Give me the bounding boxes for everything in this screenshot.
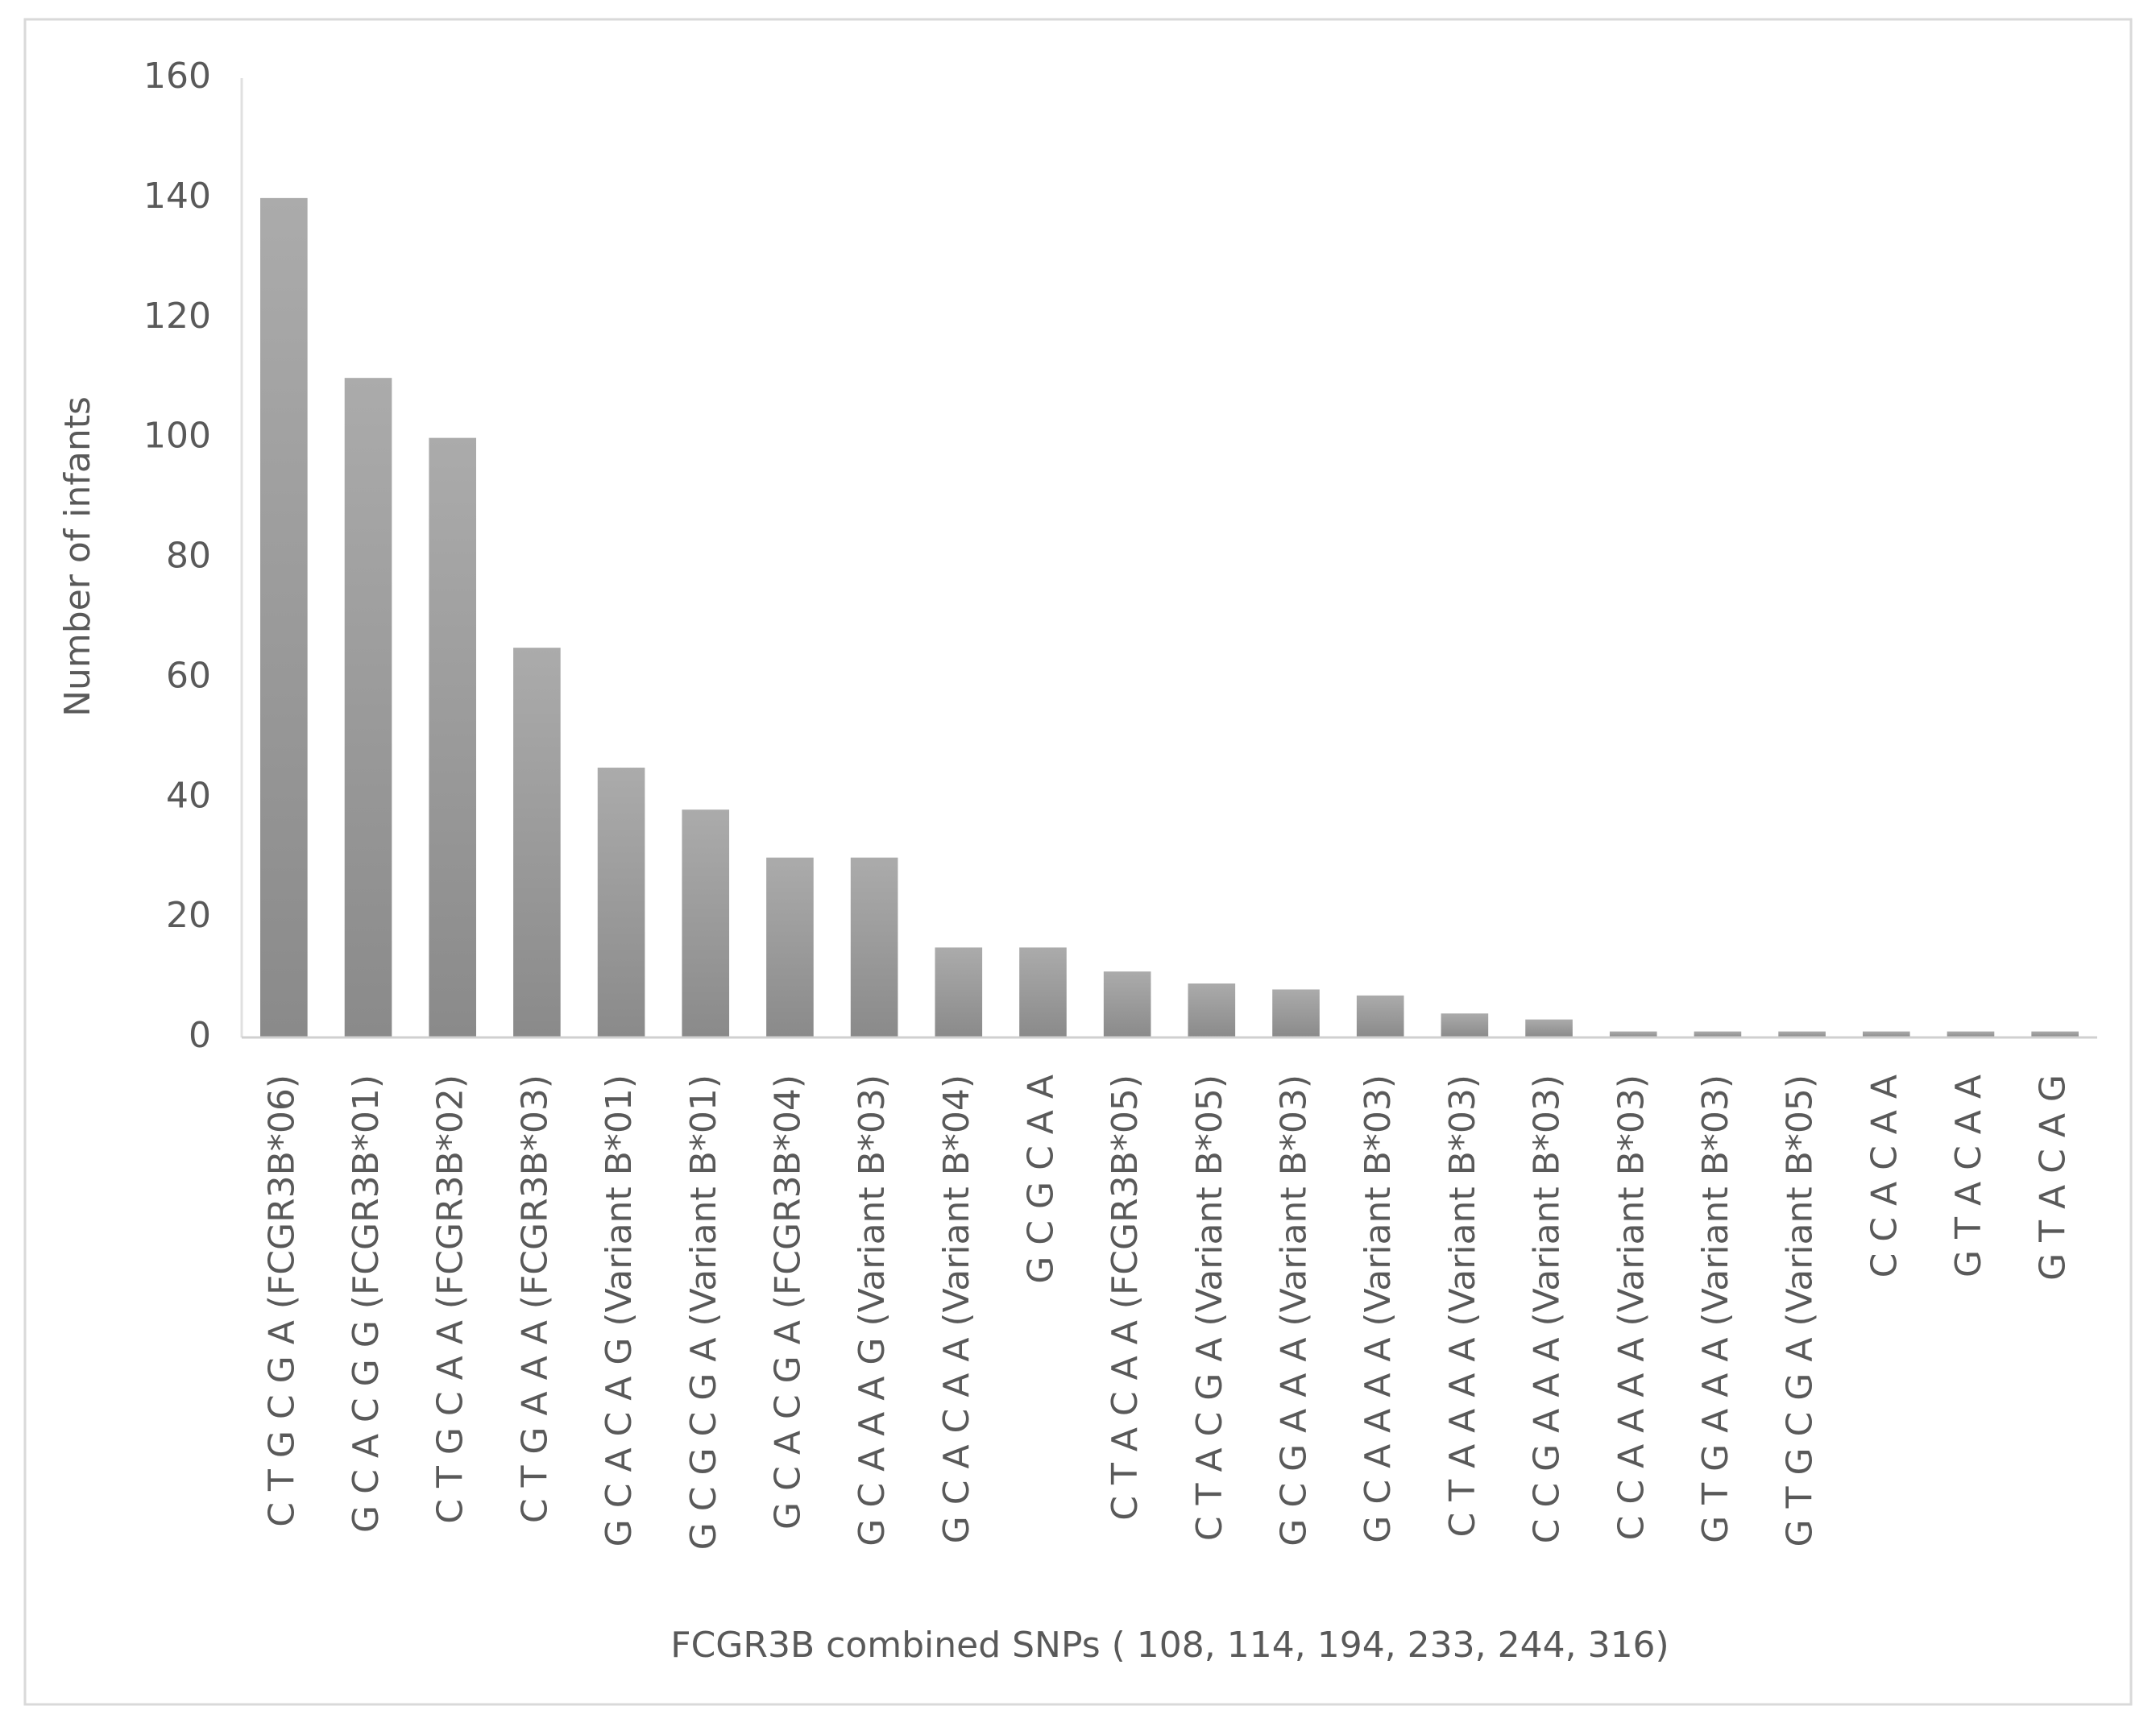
bar [766, 857, 814, 1037]
y-tick-label: 80 [166, 536, 211, 577]
y-tick-label: 40 [166, 775, 211, 816]
bar [260, 197, 308, 1037]
x-tick-label: G C A C G G (FCGR3B*01) [346, 1075, 387, 1533]
bar [1525, 1019, 1573, 1037]
bar [597, 768, 645, 1037]
bar [1441, 1013, 1489, 1037]
x-tick-label: G C A C A A (Variant B*04) [936, 1075, 977, 1543]
x-tick-label: G C A A A A (Variant B*03) [1358, 1075, 1399, 1543]
bar [1862, 1031, 1910, 1037]
y-tick-label: 60 [166, 655, 211, 696]
x-tick-label: G T A C A A [1948, 1075, 1989, 1277]
bar [1103, 971, 1151, 1037]
x-tick-label: C T G C A A (FCGR3B*02) [430, 1075, 471, 1524]
y-tick-label: 120 [143, 296, 211, 337]
bar [1778, 1031, 1826, 1037]
y-tick-label: 100 [143, 416, 211, 457]
bar [850, 857, 898, 1037]
x-tick-label: C C A C A A [1864, 1075, 1905, 1277]
x-tick-label: G C A A A G (Variant B*03) [852, 1075, 893, 1547]
x-tick-label: G T G A A A (Variant B*03) [1695, 1075, 1736, 1543]
y-axis-title: Number of infants [57, 396, 98, 717]
bar [1947, 1031, 1995, 1037]
bar [1188, 983, 1236, 1037]
bar [682, 810, 730, 1037]
x-tick-label: G C A C A G (Variant B*01) [599, 1075, 640, 1547]
bar [344, 378, 392, 1037]
y-tick-label: 160 [143, 56, 211, 97]
x-tick-label: C T G A A A (FCGR3B*03) [514, 1075, 555, 1523]
bar [1356, 995, 1404, 1037]
x-tick-label: G T A C A G [2033, 1075, 2074, 1281]
bar [1272, 989, 1320, 1037]
y-tick-label: 140 [143, 176, 211, 217]
bar [935, 947, 983, 1037]
bar [1019, 947, 1067, 1037]
x-tick-label: C T A C A A (FCGR3B*05) [1105, 1075, 1146, 1521]
y-tick-label: 0 [189, 1015, 211, 1056]
x-tick-label: G C G A A A (Variant B*03) [1274, 1075, 1315, 1547]
x-tick-label: C C A A A A (Variant B*03) [1611, 1075, 1652, 1540]
x-tick-label: G C G C G A (Variant B*01) [683, 1075, 724, 1550]
bar [1609, 1031, 1657, 1037]
bar [513, 648, 561, 1037]
x-tick-label: C C G A A A (Variant B*03) [1527, 1075, 1568, 1543]
x-tick-label: G C A C G A (FCGR3B*04) [767, 1075, 808, 1530]
x-tick-label: C T A A A A (Variant B*03) [1442, 1075, 1483, 1537]
x-tick-label: G C G C A A [1020, 1075, 1061, 1284]
bar [429, 437, 477, 1037]
y-tick-label: 20 [166, 895, 211, 936]
bar [2031, 1031, 2079, 1037]
x-tick-label: G T G C G A (Variant B*05) [1780, 1075, 1821, 1547]
bar [1694, 1031, 1742, 1037]
x-tick-label: C T G C G A (FCGR3B*06) [261, 1075, 302, 1527]
x-axis-title: FCGR3B combined SNPs ( 108, 114, 194, 23… [670, 1625, 1669, 1666]
x-tick-label: C T A C G A (Variant B*05) [1189, 1075, 1230, 1541]
